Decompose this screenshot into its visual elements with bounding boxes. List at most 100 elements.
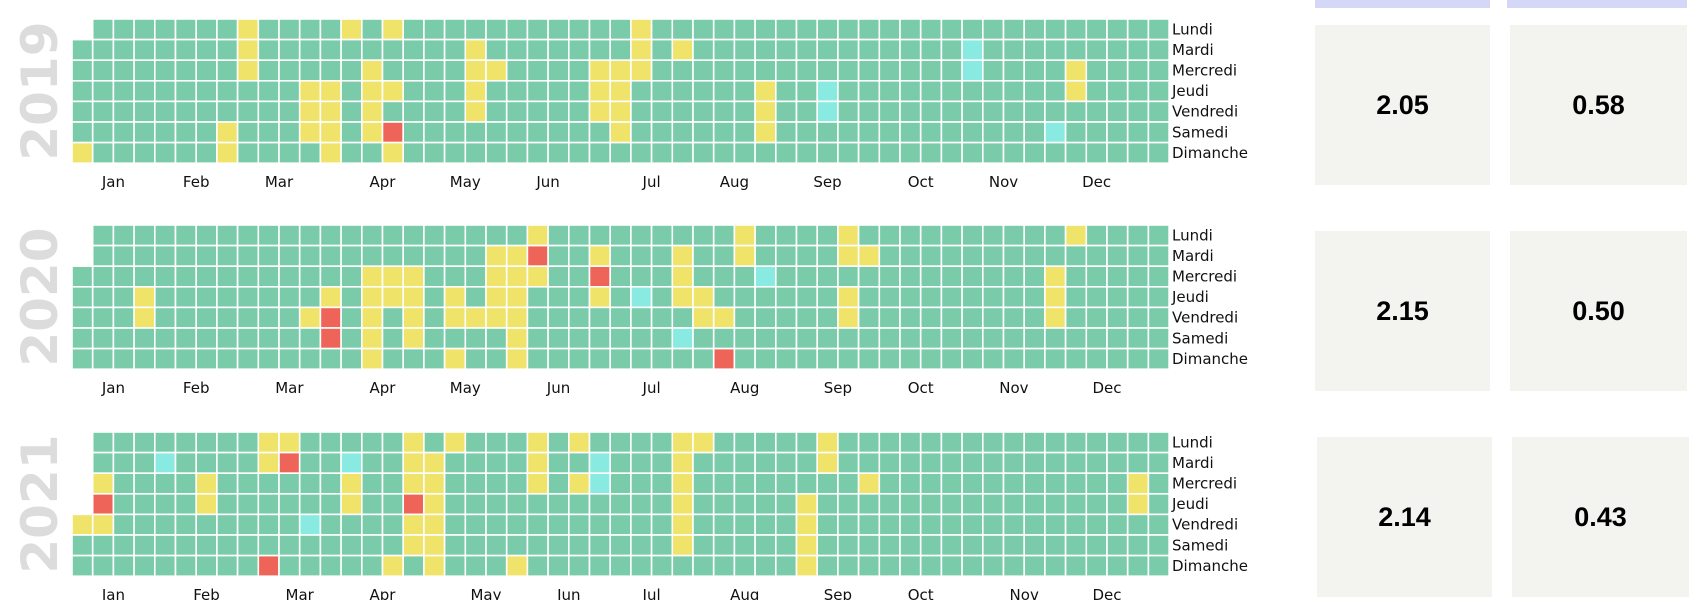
heatmap-cell <box>588 38 612 61</box>
heatmap-cell <box>360 554 384 577</box>
heatmap-cell <box>588 59 612 82</box>
month-label: Dec <box>1082 173 1111 191</box>
heatmap-cell <box>174 492 198 516</box>
heatmap-cell <box>754 38 777 61</box>
heatmap-cell <box>216 327 239 350</box>
heatmap-cell <box>671 492 694 516</box>
heatmap-cell <box>360 38 384 61</box>
heatmap-cell <box>567 492 591 516</box>
heatmap-cell <box>795 285 819 309</box>
heatmap-cell <box>961 244 984 268</box>
heatmap-cell <box>257 554 280 577</box>
heatmap-cell <box>981 472 1005 495</box>
heatmap-cell <box>236 224 260 247</box>
heatmap-cell <box>91 100 115 123</box>
heatmap-cell <box>485 244 508 268</box>
heatmap-cell <box>692 285 715 309</box>
heatmap-cell <box>919 141 943 165</box>
heatmap-cell <box>899 18 922 41</box>
heatmap-cell <box>485 492 508 516</box>
heatmap-cell <box>754 265 777 288</box>
heatmap-cell <box>671 121 694 144</box>
heatmap-cell <box>340 18 363 41</box>
heatmap-cell <box>360 224 384 247</box>
heatmap-cell <box>837 265 860 288</box>
heatmap-cell <box>1002 492 1026 516</box>
heatmap-cell <box>71 141 94 165</box>
heatmap-cell <box>236 59 260 82</box>
heatmap-cell <box>878 59 901 82</box>
heatmap-cell <box>71 59 94 82</box>
heatmap-cell <box>402 451 425 475</box>
heatmap-cell <box>857 59 881 82</box>
heatmap-cell <box>485 18 508 41</box>
heatmap-cell <box>837 59 860 82</box>
heatmap-cell <box>961 327 984 350</box>
heatmap-cell <box>91 513 115 536</box>
heatmap-cell <box>236 141 260 165</box>
heatmap-cell <box>133 80 156 103</box>
heatmap-cell <box>609 492 632 516</box>
heatmap-cell <box>837 141 860 165</box>
heatmap-cell <box>567 18 591 41</box>
heatmap-cell <box>981 347 1005 371</box>
heatmap-cell <box>650 327 674 350</box>
heatmap-cell <box>1002 513 1026 536</box>
heatmap-cell <box>899 327 922 350</box>
heatmap-cell <box>319 285 342 309</box>
heatmap-cell <box>609 327 632 350</box>
heatmap-cell <box>692 80 715 103</box>
heatmap-cell <box>837 554 860 577</box>
heatmap-cell <box>878 80 901 103</box>
heatmap-cell <box>236 431 260 454</box>
heatmap-cell <box>650 451 674 475</box>
heatmap-cell <box>1147 224 1170 247</box>
heatmap-cell <box>133 100 156 123</box>
stat-card-2021-left: 2.14 <box>1317 437 1492 597</box>
heatmap-cell <box>423 38 446 61</box>
heatmap-cell <box>733 431 756 454</box>
heatmap-cell <box>816 244 839 268</box>
heatmap-cell <box>878 554 901 577</box>
heatmap-cell <box>630 38 653 61</box>
heatmap-cell <box>712 492 736 516</box>
heatmap-cell <box>526 244 549 268</box>
heatmap-cell <box>919 80 943 103</box>
heatmap-cell <box>195 224 218 247</box>
heatmap-cell <box>816 451 839 475</box>
heatmap-cell <box>754 306 777 329</box>
heatmap-cell <box>402 80 425 103</box>
heatmap-cell <box>899 431 922 454</box>
heatmap-cell <box>526 513 549 536</box>
heatmap-cell <box>1085 265 1108 288</box>
heatmap-cell <box>961 59 984 82</box>
heatmap-cell <box>236 100 260 123</box>
heatmap-cell <box>878 513 901 536</box>
heatmap-cell <box>402 121 425 144</box>
heatmap-cell <box>278 431 301 454</box>
heatmap-cell <box>1023 265 1046 288</box>
heatmap-cell <box>154 38 177 61</box>
heatmap-cell <box>899 472 922 495</box>
heatmap-cell <box>671 472 694 495</box>
heatmap-cell <box>526 59 549 82</box>
heatmap-cell <box>298 513 322 536</box>
heatmap-cell <box>878 347 901 371</box>
heatmap-cell <box>319 327 342 350</box>
heatmap-cell <box>733 224 756 247</box>
stat-card-2020-right: 0.50 <box>1510 231 1687 391</box>
heatmap-cell <box>671 513 694 536</box>
heatmap-cell <box>423 431 446 454</box>
heatmap-cell <box>1085 38 1108 61</box>
heatmap-cell <box>133 534 156 557</box>
heatmap-cell <box>443 327 467 350</box>
heatmap-cell <box>340 285 363 309</box>
heatmap-cell <box>154 513 177 536</box>
heatmap-cell <box>1044 80 1067 103</box>
stat-card-2021-right: 0.43 <box>1512 437 1689 597</box>
heatmap-cell <box>133 285 156 309</box>
heatmap-cell <box>216 38 239 61</box>
heatmap-cell <box>154 534 177 557</box>
heatmap-cell <box>526 472 549 495</box>
heatmap-cell <box>340 141 363 165</box>
